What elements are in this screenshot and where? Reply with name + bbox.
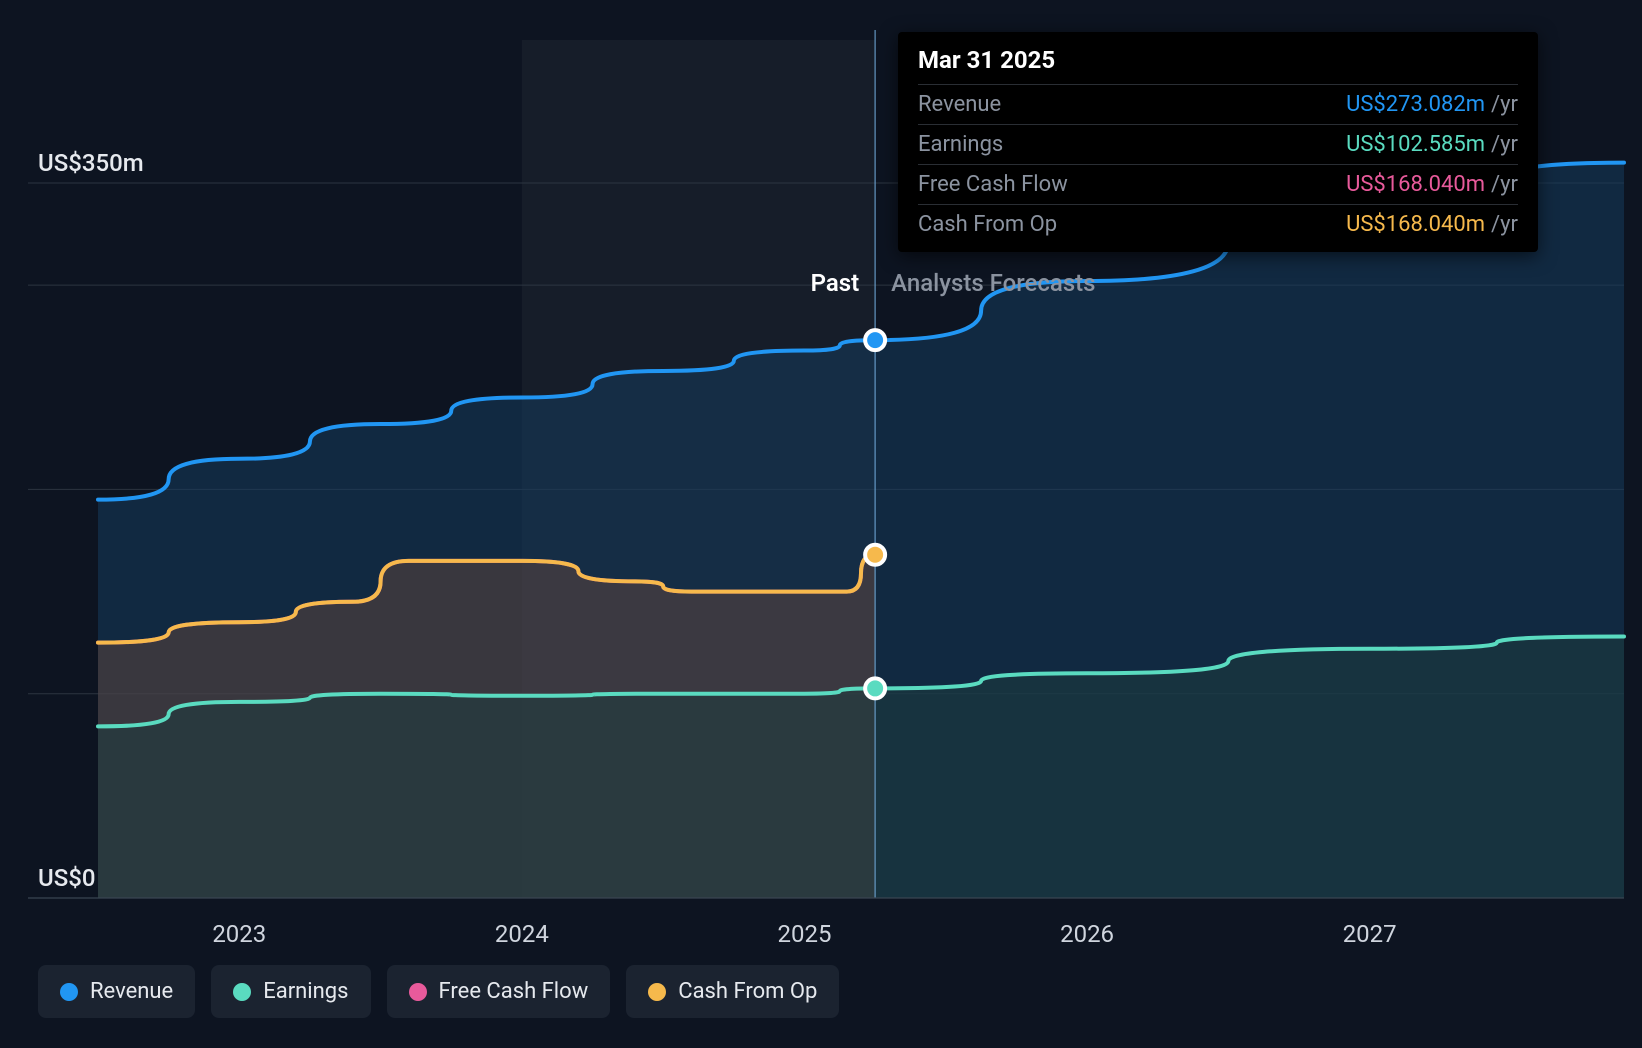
y-axis-label: US$0 <box>38 864 96 892</box>
financial-chart: US$0 US$350m 2023 2024 2025 2026 2027 Past Analy… <box>0 0 1642 1048</box>
revenue-marker <box>865 330 885 350</box>
tooltip-row: Earnings US$102.585m/yr <box>918 124 1518 164</box>
legend-item-earnings[interactable]: Earnings <box>211 965 370 1018</box>
legend-item-cash_from_op[interactable]: Cash From Op <box>626 965 839 1018</box>
legend-swatch <box>60 983 78 1001</box>
legend-label: Earnings <box>263 979 348 1004</box>
tooltip-row-value: US$168.040m/yr <box>1346 212 1518 237</box>
legend-item-free_cash_flow[interactable]: Free Cash Flow <box>387 965 611 1018</box>
legend-label: Free Cash Flow <box>439 979 589 1004</box>
tooltip-row-label: Revenue <box>918 92 1001 117</box>
chart-legend: Revenue Earnings Free Cash Flow Cash From O… <box>38 965 839 1018</box>
tooltip-row-label: Cash From Op <box>918 212 1057 237</box>
legend-swatch <box>648 983 666 1001</box>
tooltip-row-label: Earnings <box>918 132 1003 157</box>
tooltip-row: Free Cash Flow US$168.040m/yr <box>918 164 1518 204</box>
tooltip-row-value: US$273.082m/yr <box>1346 92 1518 117</box>
legend-swatch <box>409 983 427 1001</box>
x-axis-label: 2025 <box>778 920 832 948</box>
tooltip-row-value: US$102.585m/yr <box>1346 132 1518 157</box>
section-label-past: Past <box>811 269 860 297</box>
tooltip-date: Mar 31 2025 <box>918 46 1518 84</box>
section-label-forecast: Analysts Forecasts <box>891 269 1095 297</box>
legend-label: Cash From Op <box>678 979 817 1004</box>
x-axis-label: 2024 <box>495 920 549 948</box>
legend-label: Revenue <box>90 979 173 1004</box>
x-axis-label: 2023 <box>212 920 266 948</box>
cash_from_op-marker <box>865 545 885 565</box>
legend-item-revenue[interactable]: Revenue <box>38 965 195 1018</box>
y-axis-label: US$350m <box>38 149 144 177</box>
x-axis-label: 2026 <box>1060 920 1114 948</box>
tooltip-row-value: US$168.040m/yr <box>1346 172 1518 197</box>
tooltip-row: Cash From Op US$168.040m/yr <box>918 204 1518 244</box>
x-axis-label: 2027 <box>1343 920 1397 948</box>
tooltip-row: Revenue US$273.082m/yr <box>918 84 1518 124</box>
tooltip-row-label: Free Cash Flow <box>918 172 1068 197</box>
legend-swatch <box>233 983 251 1001</box>
hover-tooltip: Mar 31 2025 Revenue US$273.082m/yr Earning… <box>898 32 1538 252</box>
earnings-marker <box>865 678 885 698</box>
